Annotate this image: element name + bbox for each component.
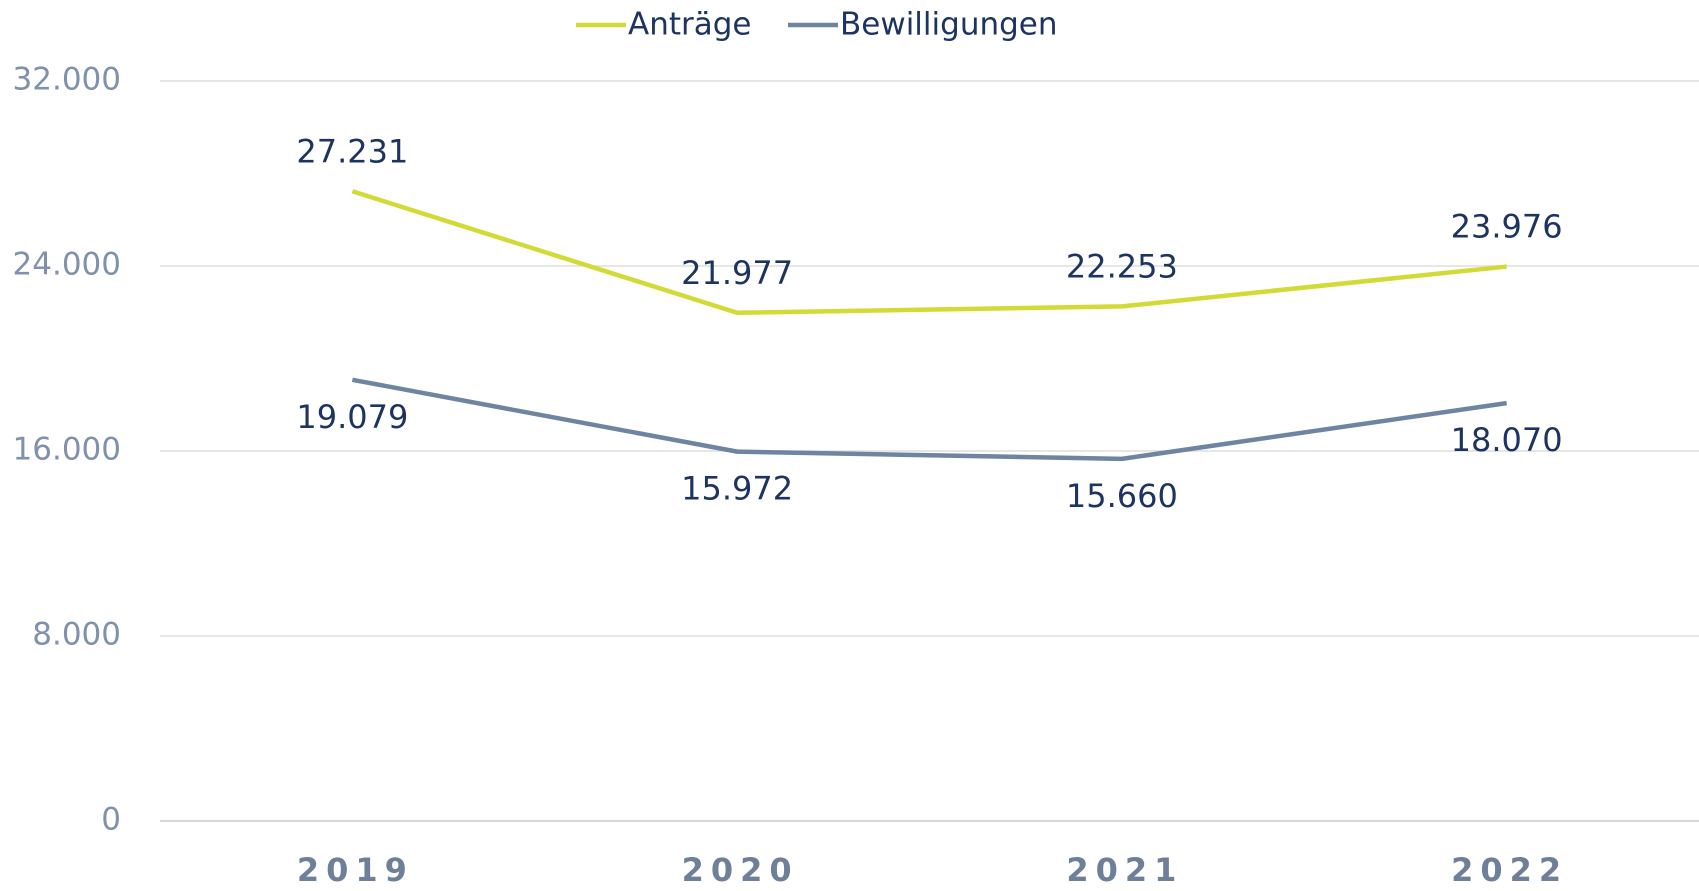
y-tick-label: 8.000 — [32, 617, 121, 653]
data-label: 21.977 — [681, 254, 793, 292]
data-label: 27.231 — [296, 132, 408, 170]
data-label: 15.660 — [1066, 477, 1178, 515]
x-tick-label: 2021 — [1066, 851, 1183, 889]
x-tick-label: 2022 — [1451, 851, 1568, 889]
y-tick-label: 16.000 — [13, 432, 121, 468]
y-tick-label: 24.000 — [13, 247, 121, 283]
data-label: 15.972 — [681, 470, 793, 508]
data-label: 23.976 — [1451, 208, 1563, 246]
legend-label: Bewilligungen — [840, 7, 1058, 43]
data-label: 19.079 — [296, 398, 408, 436]
data-label: 18.070 — [1451, 421, 1563, 459]
y-tick-label: 32.000 — [13, 62, 121, 98]
x-tick-label: 2019 — [297, 851, 414, 889]
data-label: 22.253 — [1066, 247, 1178, 285]
series-line — [351, 189, 1507, 316]
y-tick-label: 0 — [101, 802, 121, 838]
legend-label: Anträge — [628, 7, 752, 43]
x-tick-label: 2020 — [682, 851, 799, 889]
series-line — [351, 377, 1507, 462]
